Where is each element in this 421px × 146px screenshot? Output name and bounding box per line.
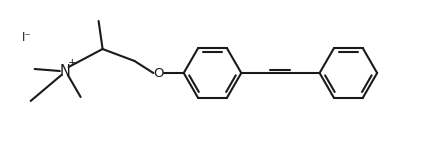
- Text: I⁻: I⁻: [22, 31, 32, 44]
- Text: O: O: [153, 66, 164, 80]
- Text: N: N: [59, 64, 70, 79]
- Text: +: +: [67, 58, 76, 68]
